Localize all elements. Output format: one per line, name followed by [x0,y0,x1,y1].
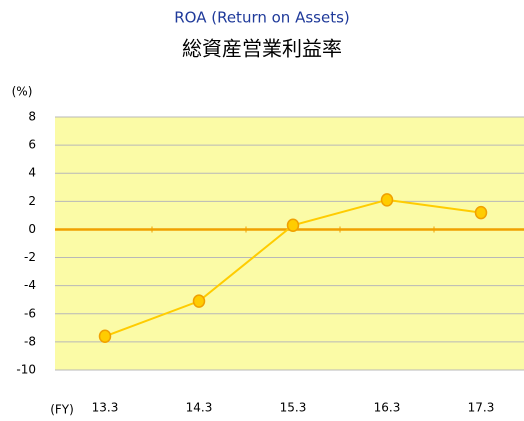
y-tick-label: 8 [28,110,36,124]
y-tick-label: -8 [24,334,36,348]
y-tick-label: 0 [28,222,36,236]
x-tick-label: 16.3 [374,401,401,415]
x-tick-label: 13.3 [92,401,119,415]
y-tick-label: -2 [24,250,36,264]
data-point [474,205,488,220]
plot-area [55,117,524,370]
y-tick-label: 2 [28,194,36,208]
x-tick-label: 14.3 [186,401,213,415]
x-tick-label: 17.3 [468,401,495,415]
y-tick-label: -6 [24,306,36,320]
data-point [380,193,394,207]
data-point [98,329,112,344]
x-tick-label: 15.3 [280,401,307,415]
data-point [286,218,300,232]
y-tick-label: -4 [24,278,36,292]
y-tick-label: -10 [16,363,36,377]
y-tick-label: 4 [28,166,36,180]
chart-subtitle: 総資産営業利益率 [182,37,342,61]
y-axis-label: (%) [12,85,33,99]
chart-title: ROA (Return on Assets) [174,9,350,27]
data-point [192,294,206,308]
y-tick-label: 6 [28,138,36,152]
x-axis-label: (FY) [50,403,74,417]
